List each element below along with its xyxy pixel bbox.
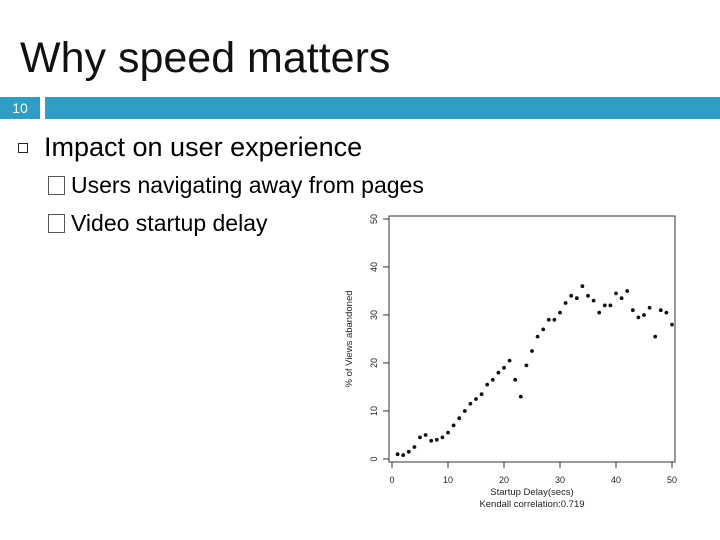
data-point xyxy=(658,308,663,313)
data-point xyxy=(457,416,462,421)
data-point xyxy=(446,430,450,435)
data-point xyxy=(535,334,540,339)
data-point xyxy=(518,394,523,399)
data-point xyxy=(653,334,658,339)
bullet-main: Impact on user experience xyxy=(44,132,363,162)
data-point xyxy=(586,293,590,298)
data-point xyxy=(490,377,495,382)
data-point xyxy=(502,365,506,370)
x-tick-label: 40 xyxy=(611,475,621,485)
data-point xyxy=(429,438,434,443)
x-tick-label: 50 xyxy=(667,475,677,485)
data-point xyxy=(591,298,596,303)
data-point xyxy=(563,301,568,305)
y-axis-label: % of Views abandoned xyxy=(344,290,355,387)
checkbox-bullet-icon xyxy=(48,214,65,233)
sub-bullet-text: Video startup delay xyxy=(71,210,268,236)
data-point xyxy=(462,409,467,413)
data-point xyxy=(406,449,411,454)
data-point xyxy=(642,313,646,317)
accent-bar xyxy=(45,97,720,119)
abandonment-scatter-chart: 0 10 20 30 40 50 0 10 20 30 40 50 Startup Delay(secs… xyxy=(344,214,677,510)
data-point xyxy=(602,303,607,308)
data-point xyxy=(636,315,641,320)
data-point xyxy=(552,317,557,322)
y-tick-label: 50 xyxy=(369,214,379,224)
checkbox-bullet-icon xyxy=(48,176,65,195)
y-tick-label: 40 xyxy=(369,262,379,272)
y-tick-label: 20 xyxy=(369,358,379,368)
data-point xyxy=(546,317,551,322)
data-point xyxy=(434,437,439,442)
chart-caption: Kendall correlation:0.719 xyxy=(479,499,584,510)
data-point xyxy=(401,453,406,458)
slide-number: 10 xyxy=(0,97,40,119)
data-point xyxy=(619,296,624,301)
plot-frame xyxy=(388,215,676,463)
data-point xyxy=(474,397,478,401)
data-point xyxy=(541,327,546,332)
data-point xyxy=(507,358,512,363)
data-point xyxy=(412,445,417,449)
data-point xyxy=(479,392,484,397)
slide-title: Why speed matters xyxy=(20,34,391,82)
data-point xyxy=(496,370,501,375)
data-point xyxy=(451,423,456,428)
y-tick-label: 30 xyxy=(369,310,379,320)
x-tick-label: 0 xyxy=(389,475,394,485)
sub-bullet-item: Users navigating away from pages xyxy=(48,172,424,199)
data-point xyxy=(625,289,630,293)
data-point xyxy=(513,377,518,382)
x-axis-label: Startup Delay(secs) xyxy=(490,487,573,498)
data-point xyxy=(440,435,445,440)
square-bullet-icon xyxy=(18,143,28,153)
data-point xyxy=(647,305,652,310)
data-point xyxy=(418,435,422,440)
x-tick-label: 30 xyxy=(555,475,565,485)
x-tick-label: 20 xyxy=(499,475,509,485)
data-point xyxy=(485,382,490,387)
data-point xyxy=(468,401,473,406)
data-point xyxy=(580,284,585,289)
data-point xyxy=(395,452,400,457)
data-point xyxy=(423,433,428,437)
data-point xyxy=(608,303,613,308)
sub-bullet-text: Users navigating away from pages xyxy=(71,172,424,198)
data-point xyxy=(569,293,574,298)
sub-bullet-item: Video startup delay xyxy=(48,210,268,237)
data-point xyxy=(630,308,635,313)
data-point xyxy=(524,363,529,368)
data-point xyxy=(670,322,674,327)
y-tick-label: 0 xyxy=(369,456,379,461)
x-tick-label: 10 xyxy=(443,475,453,485)
data-point xyxy=(558,310,562,315)
data-point xyxy=(614,291,618,296)
data-point xyxy=(664,310,669,315)
data-point xyxy=(597,310,602,315)
y-tick-label: 10 xyxy=(369,406,379,416)
data-point xyxy=(574,296,579,301)
data-point xyxy=(530,349,534,353)
